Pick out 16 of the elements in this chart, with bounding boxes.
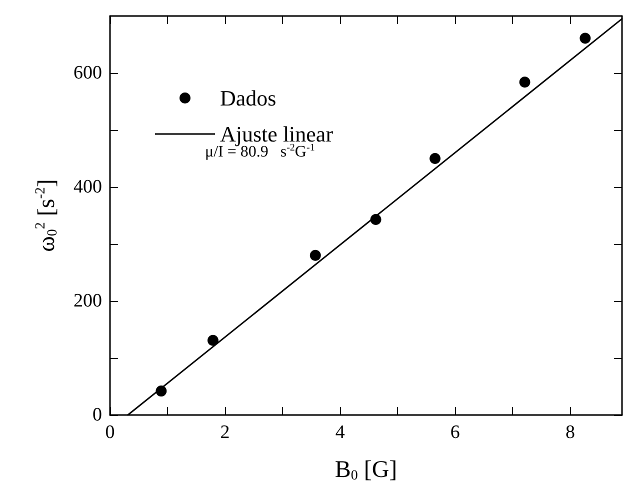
- y-tick-label: 200: [74, 290, 102, 312]
- point: [207, 334, 218, 346]
- x-tick-label: 2: [220, 422, 230, 443]
- y-tick-label: 400: [74, 176, 102, 198]
- point: [519, 76, 530, 88]
- legend-label: Dados: [220, 86, 276, 110]
- y-tick-label: 600: [74, 62, 102, 84]
- x-tick-label: 6: [450, 422, 460, 443]
- point: [580, 32, 591, 44]
- x-tick-label: 4: [335, 422, 346, 443]
- x-tick-label: 8: [565, 422, 575, 443]
- x-tick-label: 0: [105, 422, 115, 443]
- y-tick-label: 0: [92, 404, 102, 426]
- y-axis-title: ω02 [s-2]: [34, 179, 60, 252]
- point: [310, 250, 321, 261]
- point: [430, 153, 441, 164]
